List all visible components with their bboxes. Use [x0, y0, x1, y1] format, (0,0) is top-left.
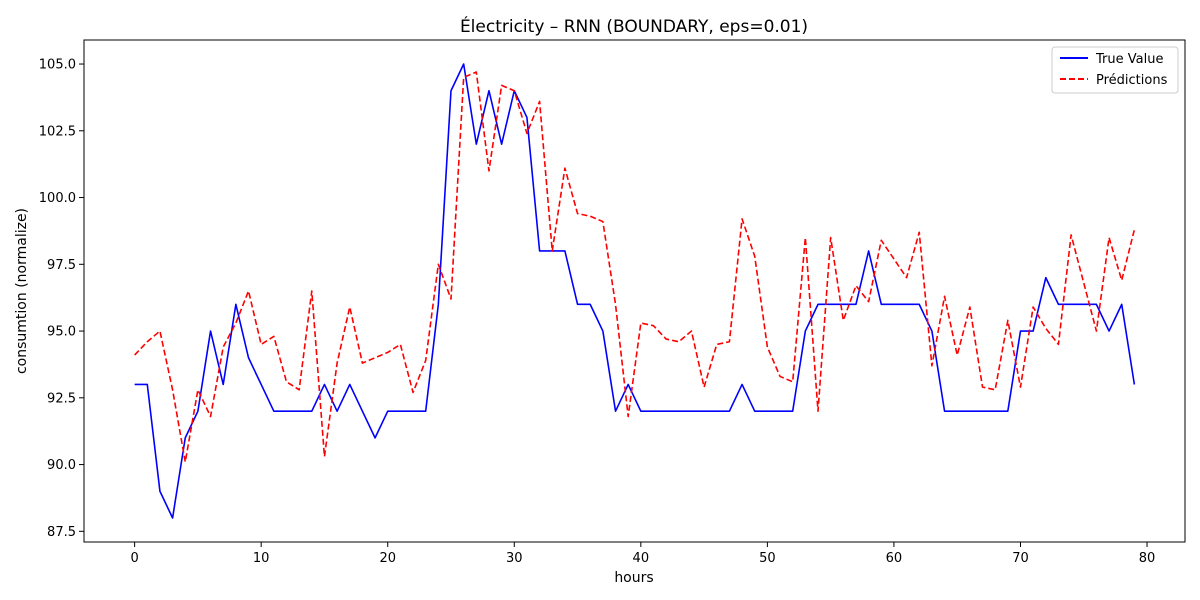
- x-tick-label: 30: [506, 551, 523, 566]
- x-tick-label: 70: [1012, 551, 1029, 566]
- y-tick-label: 105.0: [39, 58, 76, 73]
- y-tick-label: 90.0: [47, 458, 76, 473]
- x-tick-label: 40: [633, 551, 650, 566]
- y-axis-title: consumtion (normalize): [14, 208, 30, 374]
- legend: True Value Prédictions: [1051, 46, 1179, 94]
- y-tick-label: 102.5: [39, 124, 76, 139]
- legend-label-true-value: True Value: [1095, 52, 1163, 67]
- x-axis-title: hours: [614, 570, 653, 586]
- y-tick-label: 100.0: [39, 191, 76, 206]
- chart-title: Électricity – RNN (BOUNDARY, eps=0.01): [460, 15, 808, 37]
- x-tick-label: 80: [1139, 551, 1156, 566]
- x-tick-label: 50: [759, 551, 776, 566]
- y-tick-label: 95.0: [47, 325, 76, 340]
- x-tick-label: 10: [253, 551, 270, 566]
- y-tick-label: 97.5: [47, 258, 76, 273]
- plot-area: 0 10 20 30 40 50 60 70 80 87.5 90.0 92.5 95.0 97.5 100…: [39, 39, 1186, 566]
- y-tick-label: 87.5: [47, 525, 76, 540]
- series-line-true-value: [134, 63, 1136, 519]
- x-tick-label: 0: [130, 551, 138, 566]
- plot-frame: [83, 39, 1186, 543]
- legend-label-predictions: Prédictions: [1096, 73, 1168, 88]
- series-line-predictions: [134, 71, 1136, 463]
- y-tick-label: 92.5: [47, 391, 76, 406]
- x-tick-label: 20: [379, 551, 396, 566]
- x-tick-label: 60: [886, 551, 903, 566]
